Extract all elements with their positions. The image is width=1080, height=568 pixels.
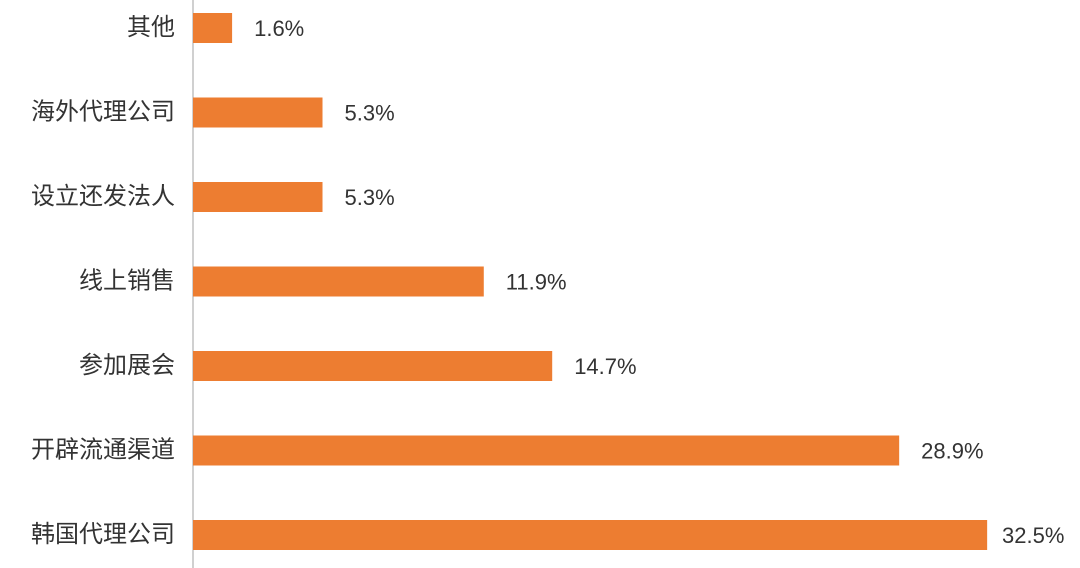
bar — [193, 520, 988, 550]
bar — [193, 13, 233, 43]
value-label: 28.9% — [921, 438, 983, 463]
category-label: 韩国代理公司 — [31, 520, 175, 548]
bar — [193, 97, 323, 128]
value-label: 14.7% — [574, 354, 636, 379]
bar — [193, 351, 553, 381]
bar — [193, 266, 484, 297]
value-label: 32.5% — [1002, 523, 1064, 548]
value-label: 5.3% — [345, 100, 395, 125]
category-label: 参加展会 — [79, 351, 175, 379]
value-label: 1.6% — [254, 16, 304, 41]
bar — [193, 435, 900, 466]
category-label: 线上销售 — [79, 267, 175, 295]
category-label: 海外代理公司 — [31, 98, 175, 126]
bar — [193, 182, 323, 212]
value-label: 11.9% — [506, 269, 567, 294]
category-label: 设立还发法人 — [31, 182, 175, 210]
value-label: 5.3% — [345, 185, 395, 210]
category-label: 其他 — [127, 13, 175, 41]
category-label: 开辟流通渠道 — [31, 436, 175, 464]
